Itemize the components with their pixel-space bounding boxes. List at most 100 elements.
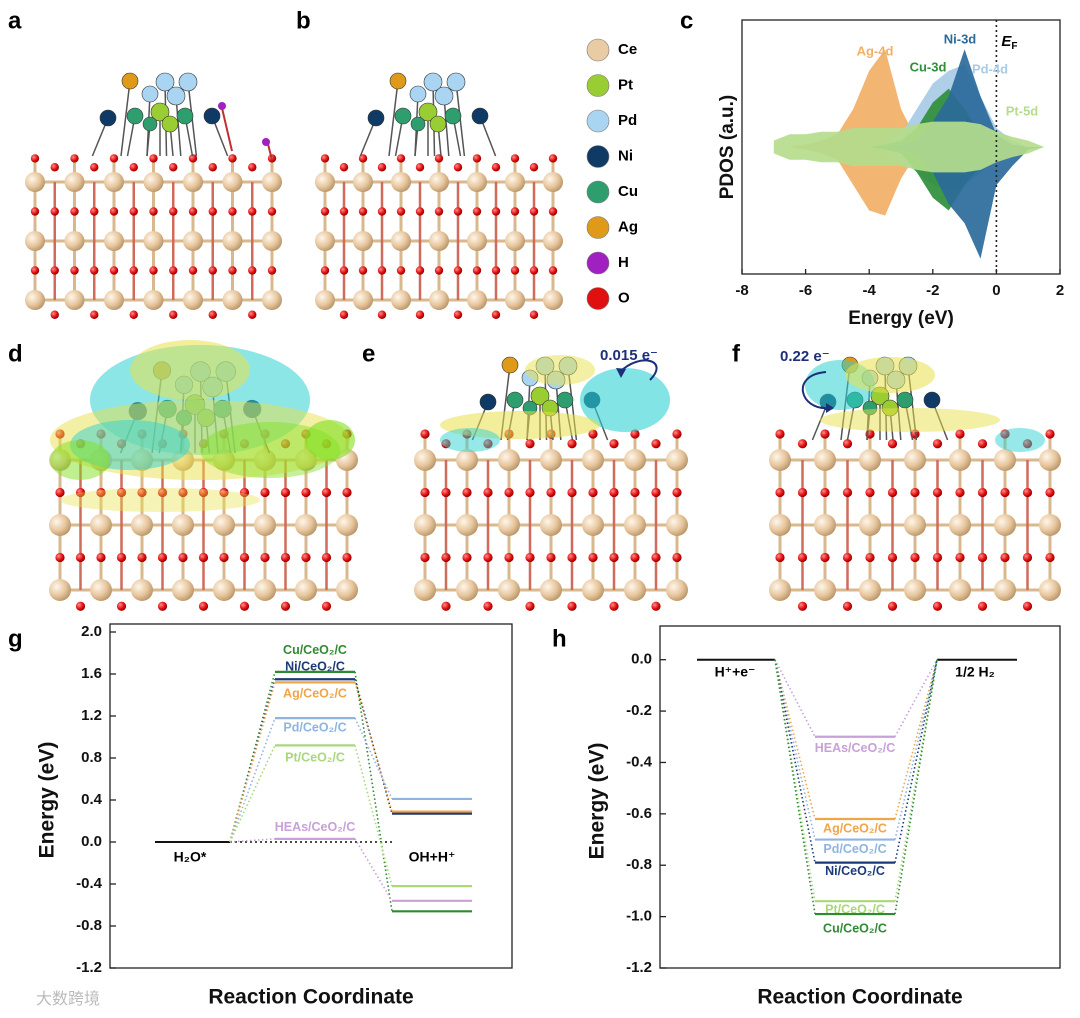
o-atom (977, 601, 988, 611)
o-atom (529, 207, 539, 216)
o-atom (420, 552, 430, 563)
legend-label: Pd (618, 112, 637, 129)
o-atom (90, 310, 99, 319)
cluster-atom (434, 86, 454, 106)
x-axis-label: Reaction Coordinate (208, 986, 413, 1009)
o-atom (149, 266, 158, 275)
y-tick-label: -0.8 (76, 917, 102, 934)
level-label: Pd/CeO₂/C (283, 720, 346, 734)
ce-atom (295, 579, 317, 601)
cluster-atom (389, 72, 407, 90)
y-tick-label: 0.0 (631, 651, 652, 668)
ce-atom (456, 579, 478, 601)
ce-atom (104, 290, 124, 310)
ce-atom (131, 579, 153, 601)
y-tick-label: 0.4 (81, 791, 103, 808)
charge-density (820, 408, 1000, 432)
o-atom (396, 154, 406, 163)
o-atom (775, 552, 785, 563)
o-atom (248, 266, 257, 275)
legend-label: Cu (618, 183, 638, 200)
o-atom (567, 601, 577, 611)
ce-atom (64, 231, 85, 251)
o-atom (820, 552, 830, 563)
o-atom (609, 487, 619, 498)
level-label: Ag/CeO₂/C (283, 687, 347, 701)
o-atom (70, 266, 79, 275)
cluster-atom (923, 391, 941, 409)
plot-frame (109, 623, 513, 969)
series-label: Pt-5d (1006, 103, 1039, 118)
o-atom (453, 266, 463, 275)
o-atom (441, 601, 451, 611)
o-atom (567, 439, 577, 449)
o-atom (239, 601, 250, 611)
o-atom (842, 601, 853, 611)
o-atom (188, 154, 198, 163)
o-atom (651, 552, 661, 563)
ce-atom (414, 449, 436, 471)
o-atom (342, 487, 352, 498)
o-atom (248, 310, 257, 319)
ce-atom (262, 231, 282, 251)
o-atom (955, 487, 965, 498)
charge-transfer-label: 0.22 e⁻ (780, 348, 830, 365)
ce-atom (64, 172, 85, 192)
ce-atom (624, 514, 646, 536)
arrow-head (616, 368, 626, 378)
o-atom (339, 207, 349, 216)
y-tick-label: -1.2 (626, 959, 652, 976)
o-atom (116, 487, 127, 498)
o-atom (109, 266, 119, 275)
ce-atom (414, 514, 436, 536)
o-atom (672, 552, 682, 563)
panel-label: f (732, 340, 741, 367)
ce-atom (498, 579, 520, 601)
charge-density (845, 357, 935, 393)
ce-atom (859, 514, 881, 536)
o-atom (169, 266, 178, 275)
x-tick-label: -6 (799, 282, 812, 299)
o-atom (910, 552, 920, 563)
o-atom (548, 207, 558, 216)
o-atom (267, 207, 277, 216)
y-tick-label: 1.2 (81, 707, 102, 724)
panel-label: c (680, 7, 693, 34)
o-atom (129, 266, 138, 275)
level-label: HEAs/CeO₂/C (815, 741, 896, 755)
o-atom (955, 429, 965, 439)
level-label: Cu/CeO₂/C (283, 643, 347, 657)
o-atom (491, 207, 501, 216)
o-atom (977, 552, 988, 563)
cluster-atom (530, 386, 550, 406)
y-tick-label: -0.8 (626, 856, 652, 873)
o-atom (75, 552, 86, 563)
connector (354, 838, 393, 902)
cluster-atom (367, 109, 385, 127)
pdos-area (773, 49, 1045, 147)
ce-atom (414, 579, 436, 601)
o-atom (321, 487, 332, 498)
o-atom (415, 310, 425, 319)
ce-atom (353, 172, 373, 192)
o-atom (96, 487, 106, 498)
o-atom (453, 207, 463, 216)
o-atom (396, 266, 406, 275)
y-tick-label: -1.0 (626, 908, 652, 925)
bond (443, 95, 450, 157)
ce-atom (1039, 579, 1061, 601)
connector (229, 671, 276, 843)
ce-atom (315, 290, 335, 310)
cluster-atom (444, 107, 462, 125)
ce-atom (262, 172, 282, 192)
o-atom (548, 266, 558, 275)
ce-atom (429, 231, 449, 251)
ce-atom (104, 231, 124, 251)
level-label: HEAs/CeO₂/C (275, 820, 356, 834)
y-axis-label: Energy (eV) (36, 742, 59, 859)
ce-atom (467, 172, 487, 192)
o-atom (169, 207, 178, 216)
charge-density (305, 420, 355, 460)
o-atom (248, 163, 257, 172)
o-atom (339, 266, 349, 275)
